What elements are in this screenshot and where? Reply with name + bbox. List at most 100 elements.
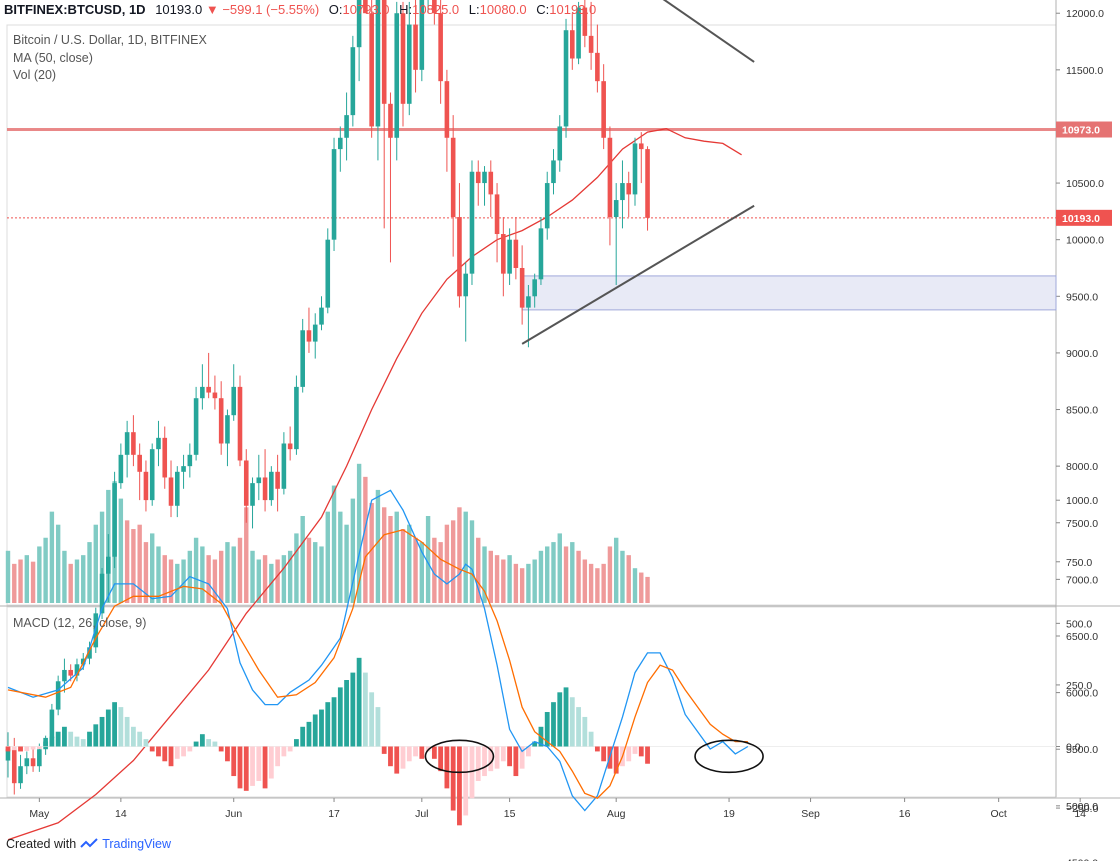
volume-bar <box>93 524 98 603</box>
macd-histogram-bar <box>319 709 324 747</box>
candle <box>463 262 469 342</box>
candle-body <box>200 386 205 399</box>
legend-macd[interactable]: MACD (12, 26, close, 9) <box>13 616 147 630</box>
candle-body <box>250 483 255 506</box>
macd-histogram-bar <box>156 746 161 757</box>
candle <box>294 375 299 455</box>
volume-bar <box>218 550 224 603</box>
macd-histogram-bar <box>563 687 569 747</box>
candle <box>369 0 374 138</box>
volume-bar <box>5 550 11 603</box>
macd-histogram-bar <box>124 716 130 747</box>
candle-body <box>312 324 318 342</box>
symbol-label[interactable]: BITFINEX:BTCUSD, 1D <box>4 2 146 17</box>
volume-bar <box>363 476 368 603</box>
candle-body <box>112 483 117 557</box>
candle <box>225 409 230 467</box>
close-value: 10193.0 <box>549 2 597 17</box>
macd-histogram-bar <box>488 746 494 772</box>
legend-title[interactable]: Bitcoin / U.S. Dollar, 1D, BITFINEX <box>13 33 207 47</box>
candle-body <box>168 477 174 506</box>
volume-bar <box>193 537 199 603</box>
macd-histogram-bar <box>300 726 306 747</box>
candle <box>87 641 92 665</box>
time-tick-label: Aug <box>607 808 626 820</box>
support-zone <box>521 275 1057 311</box>
macd-histogram-bar <box>419 746 425 759</box>
macd-histogram-bar <box>645 746 650 764</box>
volume-bar <box>344 524 349 603</box>
candle-body <box>269 471 274 501</box>
price-change: −599.1 (−5.55%) <box>222 2 320 17</box>
candle-body <box>294 386 299 450</box>
candle-body <box>563 30 569 127</box>
volume-bar <box>501 559 506 603</box>
candle-body <box>124 432 130 455</box>
volume-bar <box>607 546 613 603</box>
volume-bar <box>325 511 330 603</box>
candle <box>112 471 117 569</box>
signal-line <box>7 529 748 799</box>
candle <box>93 607 99 653</box>
footer: Created with TradingView <box>6 837 171 851</box>
candle-body <box>626 183 632 195</box>
candle <box>106 534 111 603</box>
macd-histogram-bar <box>482 746 487 777</box>
candle-body <box>620 183 625 201</box>
candle <box>55 675 61 716</box>
candle-body <box>131 432 136 455</box>
candle <box>494 183 500 263</box>
candle <box>576 1 581 65</box>
candle <box>406 1 412 116</box>
macd-histogram-bar <box>143 739 149 747</box>
legend-vol[interactable]: Vol (20) <box>13 68 57 82</box>
macd-line <box>7 489 749 812</box>
macd-histogram-bar <box>457 746 462 826</box>
macd-histogram-bar <box>93 724 99 747</box>
footer-brand[interactable]: TradingView <box>102 837 171 851</box>
volume-bar <box>212 559 218 603</box>
volume-bar <box>570 542 575 603</box>
candle-body <box>388 103 393 138</box>
volume-bar <box>601 563 606 603</box>
volume-bar <box>419 542 425 603</box>
time-tick-label: Jul <box>415 808 428 820</box>
candle <box>168 460 174 518</box>
candle <box>388 92 393 263</box>
candle-body <box>143 471 149 501</box>
candle <box>557 115 563 172</box>
candle-body <box>338 137 343 150</box>
volume-bar <box>87 542 92 603</box>
candle-body <box>607 137 613 218</box>
ma50-line <box>7 128 742 841</box>
candle-body <box>381 0 387 104</box>
volume-bar <box>620 550 625 603</box>
price-pane-frame <box>6 24 1057 606</box>
macd-histogram-bar <box>218 746 224 752</box>
candle <box>306 307 312 353</box>
volume-bar <box>200 546 205 603</box>
legend-ma[interactable]: MA (50, close) <box>13 51 93 65</box>
macd-histogram-bar <box>212 741 218 747</box>
price-tick-label: 8500.0 <box>1066 405 1098 417</box>
candle <box>62 658 67 693</box>
candle <box>124 420 130 478</box>
lower-trendline <box>521 204 755 345</box>
volume-bar <box>49 511 55 603</box>
macd-tick-label: 500.0 <box>1066 618 1092 630</box>
candle <box>256 454 262 501</box>
macd-histogram-bar <box>68 731 74 747</box>
candle <box>131 415 136 467</box>
candle-body <box>588 35 594 53</box>
macd-histogram-bar <box>36 746 42 749</box>
candle-body <box>400 13 406 104</box>
macd-histogram-bar <box>450 746 456 811</box>
volume-bar <box>225 542 230 603</box>
volume-bar <box>150 533 155 603</box>
time-tick-label: 14 <box>115 808 127 820</box>
volume-bar <box>118 498 124 603</box>
volume-bar <box>482 546 487 603</box>
macd-histogram-bar <box>344 679 349 747</box>
macd-histogram-bar <box>149 746 155 752</box>
